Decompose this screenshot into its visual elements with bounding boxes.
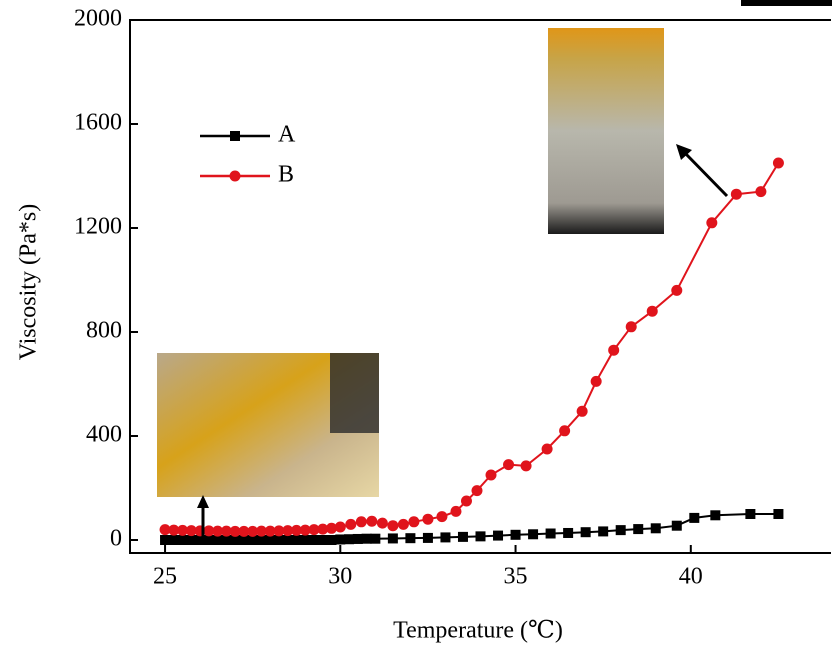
x-tick-label: 35 <box>504 564 528 590</box>
data-point <box>345 519 356 530</box>
x-tick-label: 30 <box>328 564 352 590</box>
data-point <box>486 470 497 481</box>
data-point <box>773 158 784 169</box>
y-tick-label: 800 <box>86 318 122 344</box>
y-axis-label: Viscosity (Pa*s) <box>16 204 42 361</box>
chart: 253035400400800120016002000AB Temperatur… <box>0 0 832 656</box>
data-point <box>563 528 573 538</box>
scale-bar <box>741 0 832 6</box>
data-point <box>422 514 433 525</box>
data-point <box>283 535 293 545</box>
data-point <box>689 513 699 523</box>
data-point <box>710 510 720 520</box>
data-point <box>274 535 284 545</box>
data-point <box>476 531 486 541</box>
data-point <box>204 535 214 545</box>
data-point <box>335 522 346 533</box>
data-point <box>309 535 319 545</box>
data-point <box>408 516 419 527</box>
data-point <box>528 529 538 539</box>
data-point <box>388 533 398 543</box>
data-point <box>353 534 363 544</box>
data-point <box>335 534 345 544</box>
data-point <box>461 496 472 507</box>
data-point <box>647 306 658 317</box>
legend-label: A <box>278 122 296 148</box>
data-point <box>300 535 310 545</box>
data-point <box>377 518 388 529</box>
y-tick-label: 0 <box>110 526 122 552</box>
data-point <box>671 285 682 296</box>
x-axis-label: Temperature (℃) <box>393 618 563 644</box>
data-point <box>546 529 556 539</box>
y-tick-label: 400 <box>86 422 122 448</box>
data-point <box>651 523 661 533</box>
y-tick-label: 1600 <box>74 110 122 136</box>
data-point <box>542 444 553 455</box>
data-point <box>577 406 588 417</box>
data-point <box>344 534 354 544</box>
data-point <box>521 460 532 471</box>
data-point <box>362 534 372 544</box>
data-point <box>633 524 643 534</box>
data-point <box>745 509 755 519</box>
data-point <box>616 525 626 535</box>
data-point <box>356 516 367 527</box>
data-point <box>706 217 717 228</box>
data-point <box>440 532 450 542</box>
data-point <box>591 376 602 387</box>
data-point <box>327 535 337 545</box>
data-point <box>731 189 742 200</box>
data-point <box>178 535 188 545</box>
data-point <box>318 535 328 545</box>
data-point <box>169 535 179 545</box>
data-point <box>450 506 461 517</box>
data-point <box>773 509 783 519</box>
data-point <box>608 345 619 356</box>
data-point <box>370 534 380 544</box>
data-point <box>559 425 570 436</box>
data-point <box>672 521 682 531</box>
arrow <box>684 152 727 196</box>
data-point <box>511 530 521 540</box>
inset-photo <box>548 28 664 234</box>
y-tick-label: 2000 <box>74 6 122 32</box>
data-point <box>160 535 170 545</box>
data-point <box>471 485 482 496</box>
data-point <box>598 526 608 536</box>
data-point <box>366 516 377 527</box>
data-point <box>405 533 415 543</box>
legend-marker <box>230 171 241 182</box>
data-point <box>436 511 447 522</box>
vial-cap <box>330 353 379 433</box>
data-point <box>581 527 591 537</box>
data-point <box>755 186 766 197</box>
legend-label: B <box>278 162 294 188</box>
legend-marker <box>230 131 240 141</box>
y-tick-label: 1200 <box>74 214 122 240</box>
data-point <box>186 535 196 545</box>
data-point <box>423 533 433 543</box>
data-point <box>387 520 398 531</box>
data-point <box>503 459 514 470</box>
data-point <box>626 321 637 332</box>
x-tick-label: 40 <box>679 564 703 590</box>
data-point <box>291 535 301 545</box>
data-point <box>398 519 409 530</box>
data-point <box>458 532 468 542</box>
data-point <box>493 531 503 541</box>
x-tick-label: 25 <box>153 564 177 590</box>
